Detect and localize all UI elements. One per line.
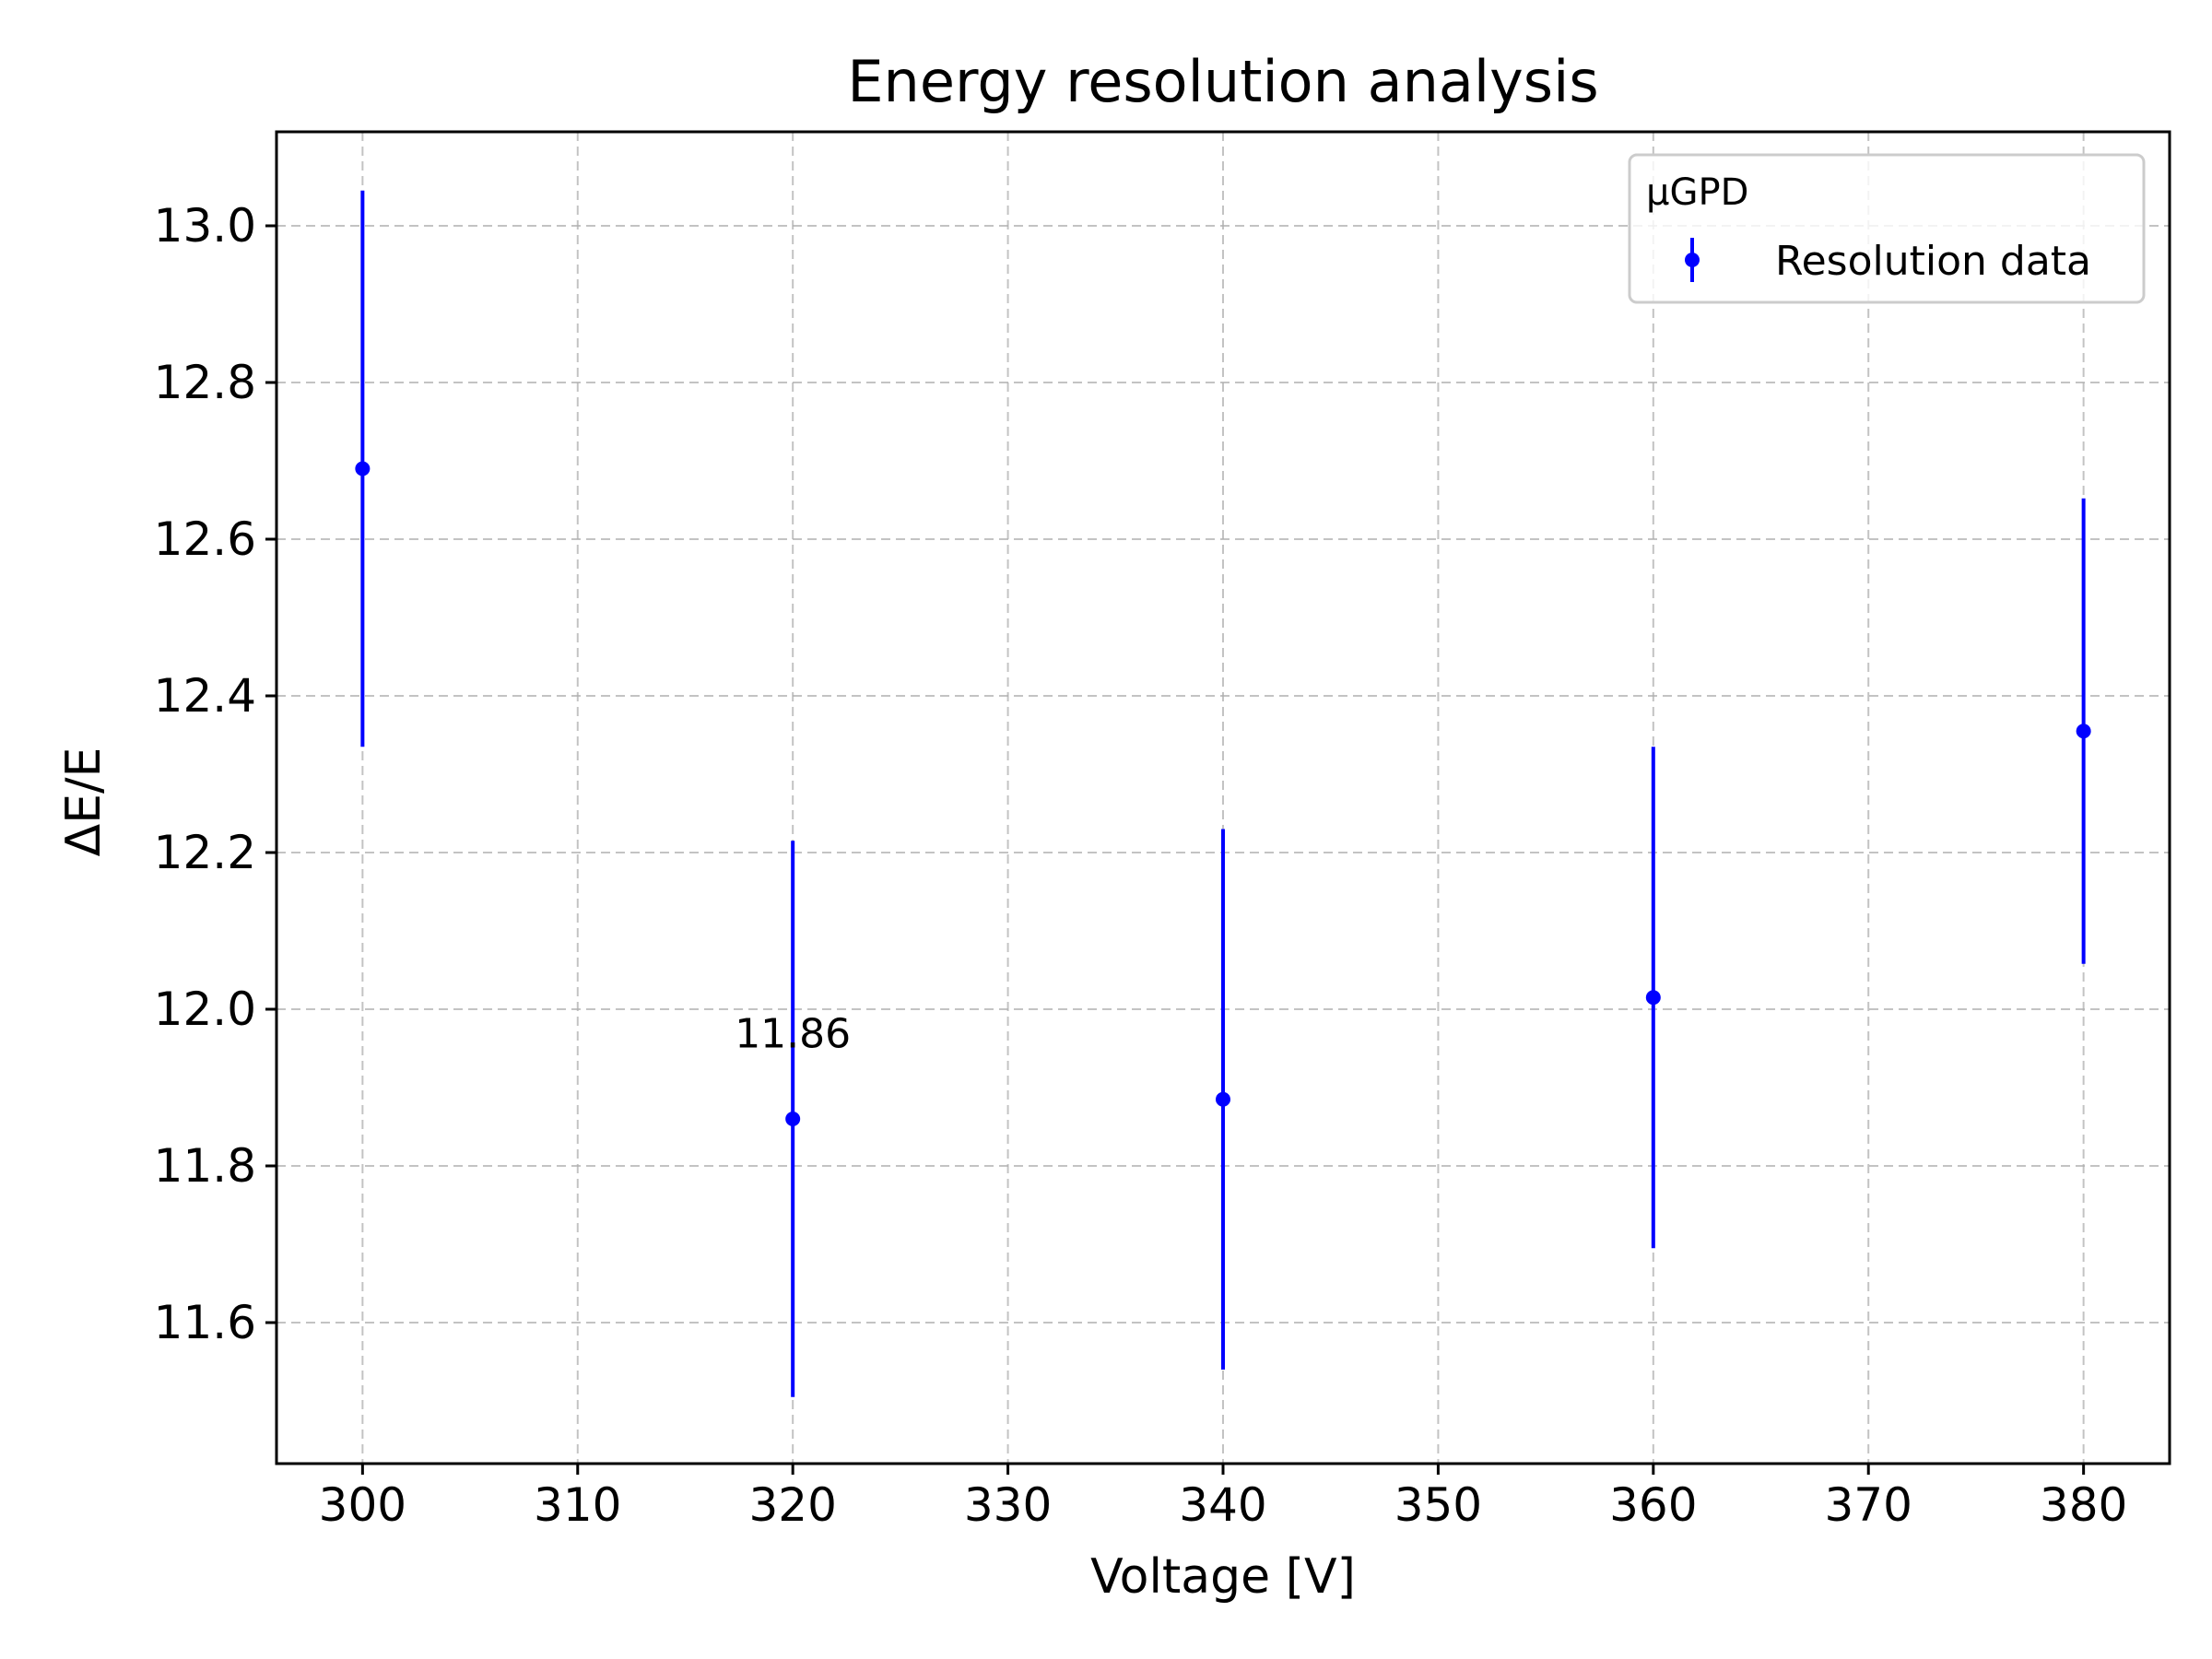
y-tick-label: 12.0 [154, 982, 256, 1036]
x-tick-label: 310 [534, 1478, 621, 1532]
y-tick-label: 12.8 [154, 356, 256, 409]
legend-point-marker [1685, 253, 1700, 267]
legend-entry-resolution-data: Resolution data [1775, 238, 2091, 285]
y-axis-label: ΔE/E [56, 747, 112, 857]
x-tick-label: 370 [1825, 1478, 1912, 1532]
data-annotation: 11.86 [735, 1011, 851, 1058]
x-tick-label: 350 [1394, 1478, 1482, 1532]
x-tick-label: 300 [319, 1478, 406, 1532]
x-tick-label: 330 [964, 1478, 1052, 1532]
data-point [785, 1112, 801, 1126]
data-layer [355, 190, 2091, 1397]
data-point [1645, 990, 1661, 1006]
x-tick-label: 340 [1179, 1478, 1266, 1532]
legend-title: μGPD [1646, 171, 1748, 214]
y-tick-label: 12.4 [154, 669, 256, 723]
chart-title: Energy resolution analysis [847, 48, 1598, 115]
y-tick-label: 12.2 [154, 826, 256, 879]
data-point [1216, 1091, 1230, 1107]
y-tick-label: 13.0 [154, 199, 256, 253]
y-tick-label: 12.6 [154, 512, 256, 566]
x-tick-label: 320 [748, 1478, 836, 1532]
x-tick-label: 360 [1609, 1478, 1697, 1532]
x-tick-label: 380 [2040, 1478, 2127, 1532]
y-tick-label: 11.8 [154, 1139, 256, 1193]
data-point [2076, 724, 2091, 739]
y-tick-label: 11.6 [154, 1296, 256, 1349]
annotation-layer: 11.86 [735, 1011, 851, 1058]
legend-box [1628, 153, 2146, 304]
legend: μGPD Resolution data [1628, 153, 2146, 304]
tick-layer: 300 310 320 330 340 350 360 370 380 11.6 11.8 12.0 1… [154, 199, 2128, 1532]
data-point [355, 461, 371, 477]
x-axis-label: Voltage [V] [1090, 1549, 1356, 1605]
